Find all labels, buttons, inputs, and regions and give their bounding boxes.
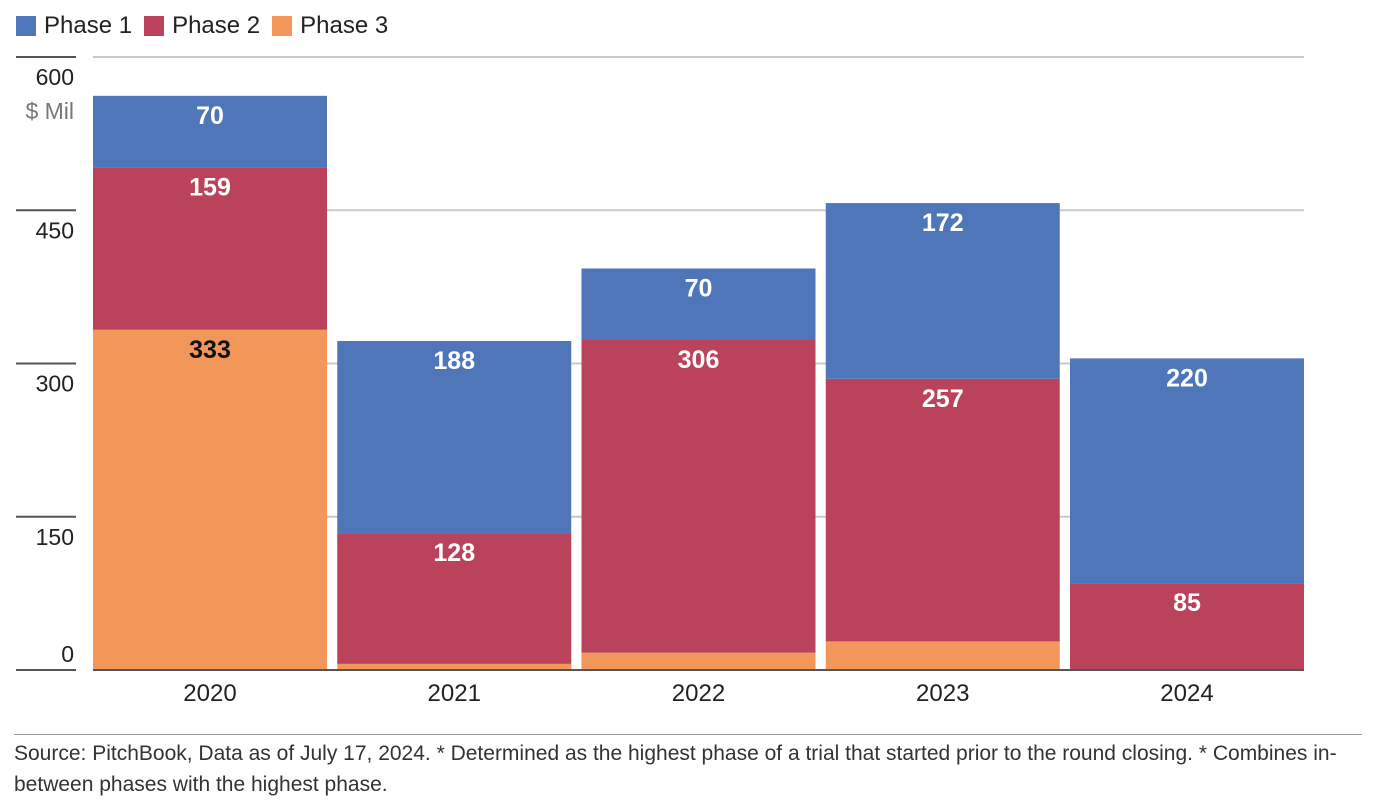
data-label-phase-2-2021: 128	[433, 539, 475, 567]
y-tick-label-0: 0	[61, 641, 74, 667]
bar-phase-2-2021	[337, 533, 572, 664]
bar-phase-3-2023	[825, 641, 1060, 670]
x-tick-label-2022: 2022	[672, 680, 725, 707]
legend-label-phase-2: Phase 2	[172, 12, 261, 39]
y-tick-label-600: 600	[36, 64, 74, 90]
y-tick-label-150: 150	[36, 524, 74, 550]
bar-phase-3-2021	[337, 663, 572, 670]
legend-swatch-phase-1	[16, 16, 36, 36]
source-note: Source: PitchBook, Data as of July 17, 2…	[14, 742, 1337, 796]
bar-phase-2-2024	[1070, 583, 1304, 670]
bar-phase-1-2022	[581, 268, 816, 341]
legend-label-phase-3: Phase 3	[300, 12, 389, 39]
y-tick-label-300: 300	[36, 371, 74, 397]
data-label-phase-2-2020: 159	[189, 173, 231, 201]
chart-plot-area: 0 150 300 450 600 $ Mil 333 159 70 2020 128 188 2021…	[16, 56, 1304, 707]
bar-phase-2-2020	[93, 167, 327, 330]
data-label-phase-1-2024: 220	[1166, 364, 1208, 392]
data-label-phase-2-2023: 257	[922, 385, 964, 413]
legend: Phase 1 Phase 2 Phase 3	[16, 12, 400, 40]
legend-label-phase-1: Phase 1	[44, 12, 133, 39]
data-label-phase-2-2022: 306	[678, 346, 720, 374]
source-divider	[14, 734, 1362, 735]
bar-phase-3-2022	[581, 652, 816, 670]
bar-phase-1-2021	[337, 341, 572, 534]
x-tick-label-2024: 2024	[1160, 680, 1213, 707]
bar-phase-3-2020	[93, 329, 327, 670]
bar-phase-1-2023	[825, 203, 1060, 379]
legend-item-phase-3: Phase 3	[272, 12, 388, 40]
data-label-phase-2-2024: 85	[1173, 589, 1201, 617]
bar-phase-2-2022	[581, 340, 816, 653]
legend-swatch-phase-2	[144, 16, 165, 36]
legend-item-phase-2: Phase 2	[144, 12, 260, 40]
data-label-phase-1-2021: 188	[433, 347, 475, 375]
y-axis-unit-label: $ Mil	[25, 98, 74, 124]
bar-phase-2-2023	[825, 378, 1060, 642]
legend-swatch-phase-3	[272, 16, 293, 36]
x-tick-label-2023: 2023	[916, 680, 969, 707]
x-tick-label-2021: 2021	[428, 680, 481, 707]
legend-item-phase-1: Phase 1	[16, 12, 132, 40]
data-label-phase-1-2020: 70	[196, 102, 224, 130]
data-label-phase-1-2022: 70	[685, 274, 713, 302]
bar-phase-1-2024	[1070, 358, 1304, 584]
y-tick-label-450: 450	[36, 217, 74, 243]
data-label-phase-1-2023: 172	[922, 209, 964, 237]
bar-phase-1-2020	[93, 95, 327, 168]
data-label-phase-3-2020: 333	[189, 336, 231, 364]
x-tick-label-2020: 2020	[183, 680, 236, 707]
